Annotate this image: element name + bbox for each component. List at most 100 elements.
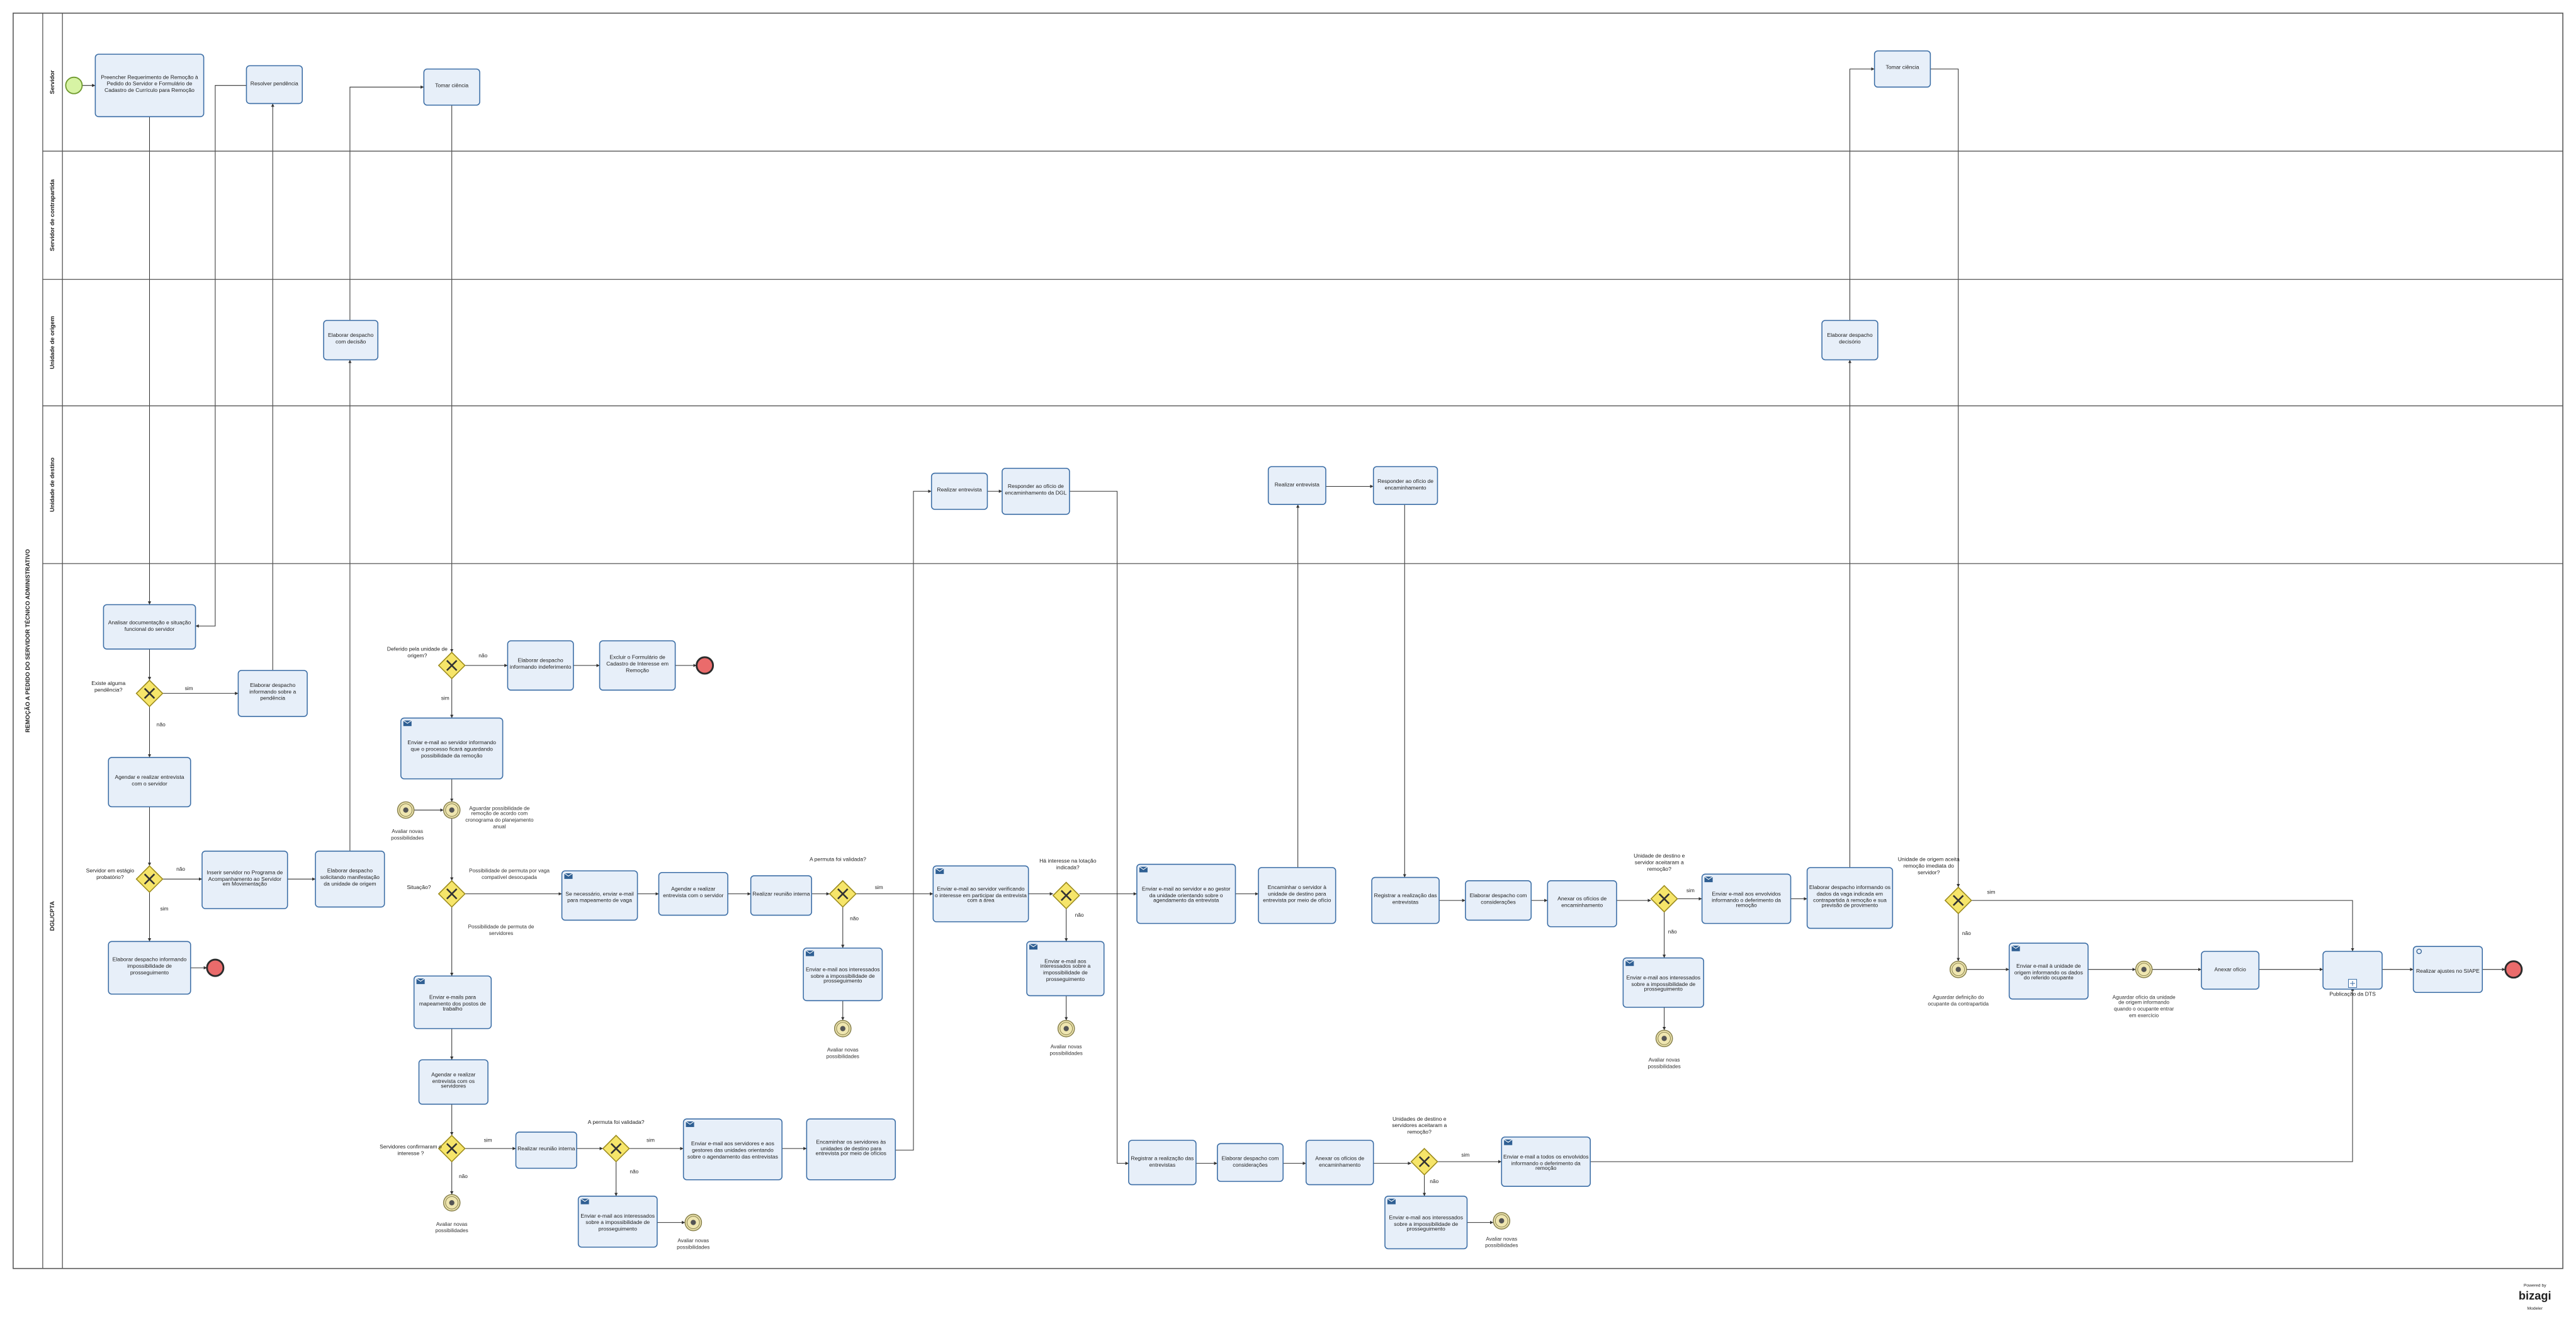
task-label: Elaborar despacho decisório [1827, 332, 1873, 346]
task-label: Elaborar despacho com considerações [1221, 1155, 1279, 1168]
task-label: Registrar a realização das entrevistas [1131, 1155, 1194, 1168]
task-label: Agendar e realizar entrevista com o serv… [663, 886, 724, 899]
gateway-x [446, 660, 458, 671]
intermediate-event-inner [836, 1022, 850, 1036]
task-label: Anexar os ofícios de encaminhamento [1315, 1155, 1365, 1168]
task [1701, 873, 1792, 924]
task-label: Enviar e-mail à unidade de origem inform… [2014, 963, 2083, 982]
task [1821, 320, 1878, 361]
flow-label: não [478, 652, 487, 659]
task-label: Encaminhar o servidor à unidade de desti… [1263, 885, 1331, 904]
flow-label: sim [484, 1137, 492, 1143]
gateway-label-box: Deferido pela unidade de origem? [387, 647, 448, 659]
task [599, 640, 676, 691]
task-label: Encaminhar os servidores às unidades de … [815, 1138, 887, 1158]
event-icon [1955, 966, 1961, 972]
task-label: Enviar e-mail a todos os envolvidos info… [1503, 1153, 1589, 1172]
event-icon [403, 807, 409, 813]
task-label-box: Realizar ajustes no SIAPE [2415, 967, 2480, 974]
shapes: REMOÇÃO A PEDIDO DO SERVIDOR TÉCNICO ADM… [24, 50, 2563, 1311]
event-label-box: Avaliar novas possibilidades [391, 829, 424, 841]
task [1371, 876, 1440, 924]
task-label: Enviar e-mail ao servidor e ao gestor da… [1141, 885, 1231, 905]
task [1002, 467, 1070, 515]
gateway-label: Servidor em estágio probatório? [86, 868, 135, 881]
event-label: Aguardar possibilidade de remoção de aco… [465, 805, 534, 829]
task-label: Realizar ajustes no SIAPE [2415, 967, 2480, 974]
task-label-box: Registrar a realização das entrevistas [1131, 1155, 1194, 1168]
gateway-x [1418, 1156, 1430, 1167]
gateway-label-box: Unidade de origem aceita remoção imediat… [1898, 857, 1960, 875]
flow-label: não [1075, 912, 1084, 918]
intermediate-event-inner [1059, 1022, 1073, 1036]
task-label-box: Inserir servidor no Programa de Acompanh… [206, 870, 283, 888]
message-icon-flap [1503, 1139, 1513, 1143]
task [1026, 941, 1105, 997]
gateway-label-box: Servidores confirmaram o interesse ? [380, 1145, 442, 1157]
task [2008, 943, 2089, 1000]
task-label: Realizar entrevista [937, 486, 982, 494]
event-icon [449, 807, 455, 813]
branding-product: Modeler [2528, 1306, 2543, 1311]
task [246, 65, 303, 105]
task-label: Elaborar despacho informando sobre a pen… [249, 683, 297, 701]
event-label: Aguardar ofício da unidade de origem inf… [2112, 994, 2176, 1018]
end-event [2504, 960, 2523, 979]
task-label: Enviar e-mail aos servidores e aos gesto… [687, 1141, 778, 1160]
task-label-box: Enviar e-mail ao servidor e ao gestor da… [1141, 885, 1231, 905]
task [418, 1059, 489, 1105]
gateway-x [446, 888, 458, 900]
task-label-box: Se necessário, enviar e-mail para mapeam… [565, 890, 634, 902]
task [561, 870, 638, 921]
task-label-box: Excluir o Formulário de Cadastro de Inte… [606, 654, 669, 674]
task-label-box: Preencher Requerimento de Remoção à Pedi… [101, 74, 198, 94]
task-label: Anexar ofício [2214, 965, 2246, 973]
task [315, 851, 385, 908]
gateway-x [1658, 893, 1670, 905]
task-label-box: Enviar e-mail aos servidores e aos gesto… [687, 1141, 778, 1160]
gateway-label-box: A permuta foi validada? [588, 1119, 645, 1126]
task [237, 669, 308, 717]
task-label-box: Encaminhar os servidores às unidades de … [815, 1138, 887, 1158]
task [806, 1118, 896, 1181]
task-label: Elaborar despacho informando os dados da… [1809, 884, 1891, 909]
task-label-box: Enviar e-mail aos interessados sobre a i… [580, 1214, 655, 1232]
task-label-box: Elaborar despacho decisório [1827, 332, 1873, 346]
task-label-box: Realizar reunião interna [517, 1146, 575, 1152]
gateway-label-box: Servidor em estágio probatório? [86, 868, 135, 881]
task [201, 851, 288, 909]
end-event [206, 958, 225, 977]
task [1267, 466, 1326, 505]
lane-label: Servidor de contrapartida [48, 179, 55, 251]
task-label-box: Realizar entrevista [1274, 480, 1319, 488]
sequence-flow [1930, 69, 1960, 888]
task-label-box: Elaborar despacho com considerações [1221, 1155, 1279, 1168]
message-icon-flap [403, 720, 412, 724]
task [515, 1131, 577, 1169]
event-label-box: Avaliar novas possibilidades [1485, 1237, 1518, 1249]
event-label-box: Avaliar novas possibilidades [1050, 1045, 1083, 1057]
flow-label-box: Possibilidade de permuta por vaga compat… [469, 869, 550, 881]
event-label: Avaliar novas possibilidades [826, 1047, 859, 1060]
event-label: Avaliar novas possibilidades [677, 1238, 710, 1250]
lane-label: Servidor [48, 70, 55, 94]
event-label-box: Avaliar novas possibilidades [826, 1047, 859, 1060]
task-label-box: Enviar e-mail ao servidor informando que… [407, 740, 496, 759]
sequence-flow [1849, 67, 1875, 320]
gateway-label: Há interesse na lotação indicada? [1039, 858, 1097, 871]
message-icon-flap [2011, 945, 2020, 949]
subprocess-label: Publicação da DTS [2329, 990, 2376, 997]
task-label: Preencher Requerimento de Remoção à Pedi… [101, 74, 198, 94]
gateway-label: Unidades de destino e servidores aceitar… [1392, 1116, 1447, 1135]
gateway-x [144, 873, 155, 885]
task [930, 472, 988, 510]
task-label: Realizar reunião interna [752, 890, 810, 898]
task-label: Realizar entrevista [1274, 480, 1319, 488]
task-label: Agendar e realizar entrevista com os ser… [431, 1071, 476, 1091]
event-label-box: Aguardar possibilidade de remoção de aco… [465, 805, 534, 829]
task-label: Excluir o Formulário de Cadastro de Inte… [606, 654, 669, 674]
task [1547, 880, 1617, 927]
task [1305, 1140, 1374, 1186]
task [1622, 957, 1705, 1008]
task-label: Elaborar despacho solicitando manifestaç… [320, 868, 380, 887]
